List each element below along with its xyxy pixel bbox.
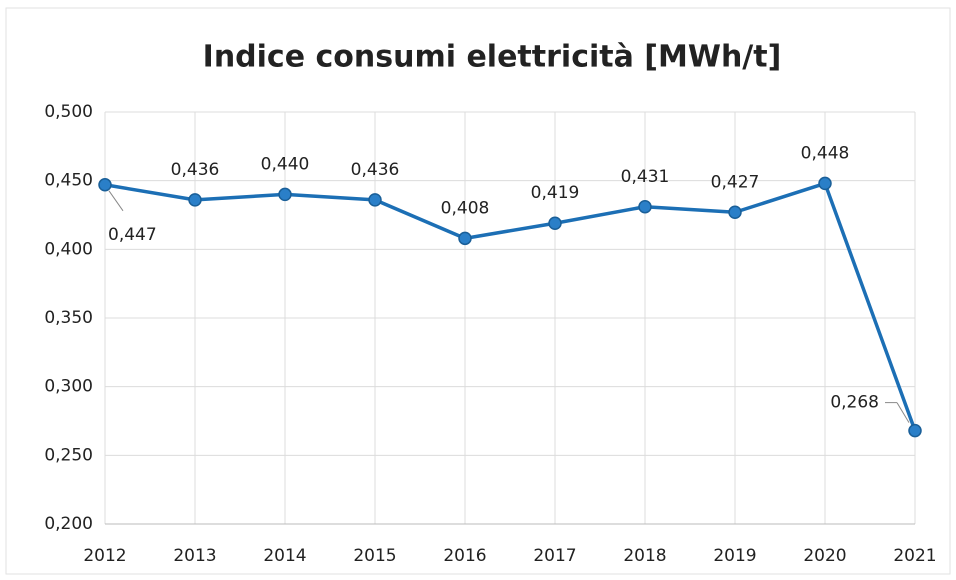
data-point bbox=[368, 193, 382, 207]
data-label: 0,268 bbox=[830, 393, 879, 413]
leader-line bbox=[108, 190, 124, 212]
data-point bbox=[188, 193, 202, 207]
y-tick-label: 0,450 bbox=[44, 171, 93, 191]
line-series bbox=[104, 181, 917, 432]
data-label: 0,447 bbox=[108, 225, 157, 245]
y-tick-label: 0,500 bbox=[44, 102, 93, 122]
data-point bbox=[818, 176, 832, 191]
chart-title: Indice consumi elettricità [MWh/t] bbox=[203, 40, 782, 75]
x-tick-label: 2020 bbox=[803, 546, 846, 566]
data-point bbox=[728, 205, 742, 220]
data-label: 0,440 bbox=[261, 154, 310, 174]
data-label: 0,431 bbox=[621, 167, 670, 187]
y-tick-label: 0,200 bbox=[44, 514, 93, 534]
data-point bbox=[278, 187, 292, 202]
x-tick-label: 2015 bbox=[353, 546, 396, 566]
x-tick-label: 2019 bbox=[713, 546, 756, 566]
data-label: 0,436 bbox=[351, 160, 400, 180]
data-label: 0,436 bbox=[171, 160, 220, 180]
y-tick-label: 0,300 bbox=[44, 377, 93, 397]
y-tick-label: 0,250 bbox=[44, 445, 93, 465]
x-tick-label: 2016 bbox=[443, 546, 486, 566]
y-tick-label: 0,350 bbox=[44, 308, 93, 328]
data-label: 0,408 bbox=[441, 198, 490, 218]
x-tick-label: 2021 bbox=[893, 546, 936, 566]
data-point bbox=[98, 178, 112, 192]
leader-line bbox=[896, 402, 910, 423]
chart-frame bbox=[5, 7, 951, 575]
data-label: 0,427 bbox=[711, 172, 760, 192]
data-point bbox=[908, 423, 922, 438]
x-tick-label: 2014 bbox=[263, 546, 306, 566]
x-tick-label: 2013 bbox=[173, 546, 216, 566]
x-tick-label: 2012 bbox=[83, 546, 126, 566]
y-tick-label: 0,400 bbox=[44, 239, 93, 259]
data-point bbox=[638, 200, 652, 214]
data-point bbox=[458, 231, 472, 246]
x-tick-label: 2017 bbox=[533, 546, 576, 566]
data-label: 0,419 bbox=[531, 183, 580, 203]
data-label: 0,448 bbox=[801, 143, 850, 163]
x-tick-label: 2018 bbox=[623, 546, 666, 566]
data-point bbox=[548, 216, 562, 230]
